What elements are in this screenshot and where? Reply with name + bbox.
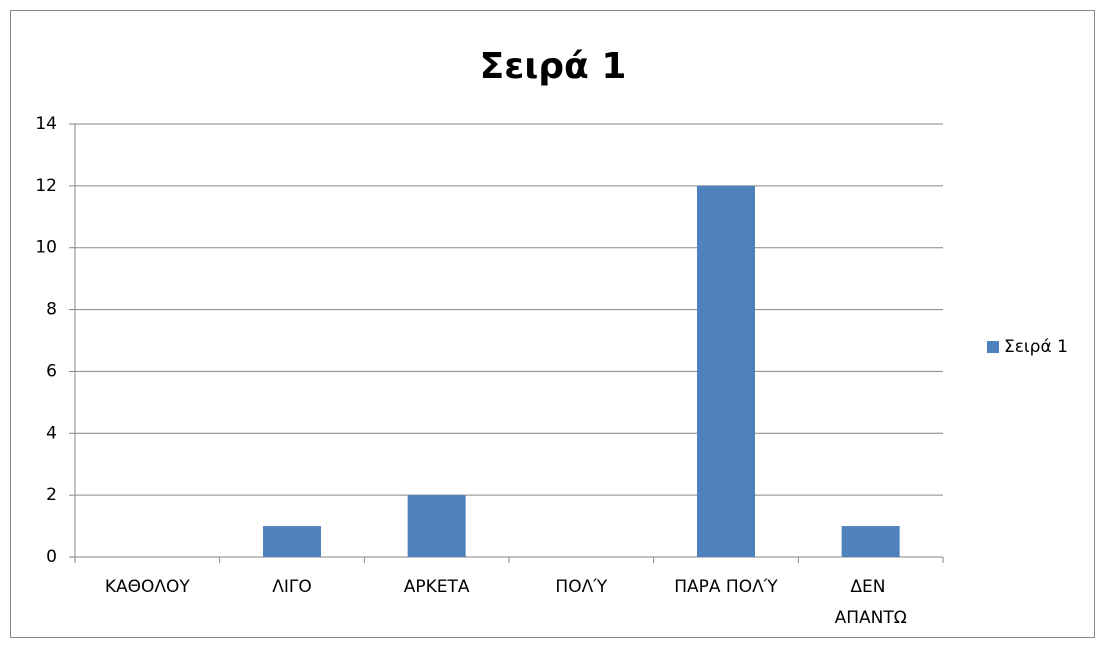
x-tick-label: ΑΡΚΕΤΑ	[404, 577, 470, 597]
x-tick-label: ΚΑΘΟΛΟΥ	[105, 577, 191, 597]
bar	[841, 526, 900, 557]
x-tick-label: ΛΙΓΟ	[272, 577, 312, 597]
y-tick-label: 8	[46, 300, 57, 320]
y-tick-label: 6	[46, 361, 57, 381]
y-tick-label: 0	[46, 547, 57, 567]
y-tick-label: 12	[35, 176, 57, 196]
y-tick-label: 14	[35, 114, 57, 134]
chart-title: Σειρά 1	[480, 46, 627, 87]
bar	[407, 495, 466, 557]
x-tick-label: ΠΟΛΎ	[555, 577, 607, 597]
y-tick-label: 4	[46, 423, 57, 443]
legend-label: Σειρά 1	[1004, 337, 1068, 357]
legend-swatch	[987, 341, 999, 353]
x-tick-label: ΠΑΡΑ ΠΟΛΎ	[674, 577, 778, 597]
x-tick-label: ΔΕΝ ΑΠΑΝΤΩ	[835, 577, 907, 628]
y-tick-label: 2	[46, 485, 57, 505]
y-tick-label: 10	[35, 238, 57, 258]
bar	[697, 185, 755, 557]
chart-border	[10, 10, 1095, 638]
bar	[263, 526, 321, 557]
